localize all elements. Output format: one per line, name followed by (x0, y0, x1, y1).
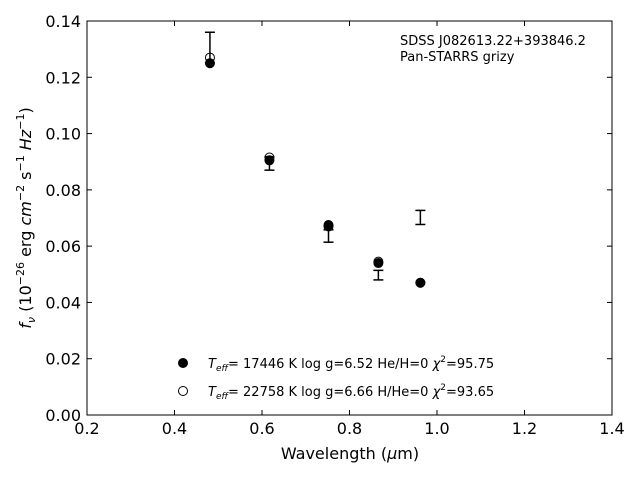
y-tick-label: 0.14 (45, 12, 81, 31)
x-tick-label: 1.0 (424, 419, 449, 438)
x-tick-label: 0.6 (249, 419, 274, 438)
y-axis: 0.00 0.02 0.04 0.06 0.08 0.10 0.12 0.14 (45, 12, 612, 425)
annotation-line-2: Pan-STARRS grizy (400, 50, 515, 65)
y-tick-label: 0.08 (45, 181, 81, 200)
x-tick-label: 1.2 (512, 419, 537, 438)
legend-marker-filled (178, 358, 188, 368)
y-tick-label: 0.10 (45, 125, 81, 144)
x-tick-label: 1.4 (599, 419, 624, 438)
legend: Teff= 17446 K log g=6.52 He/H=0 χ2=95.75… (178, 355, 494, 402)
x-tick-label: 0.2 (74, 419, 99, 438)
model-point-open (204, 52, 215, 63)
model-point-filled (204, 58, 215, 69)
x-tick-label: 0.4 (162, 419, 187, 438)
plot-frame (86, 20, 613, 416)
y-axis-label: fν (10−26 erg cm−2 s−1 Hz−1) (14, 107, 38, 328)
legend-entry-2: Teff= 22758 K log g=6.66 H/He=0 χ2=93.65 (208, 383, 494, 402)
x-tick-label: 0.8 (337, 419, 362, 438)
y-tick-label: 0.06 (45, 237, 81, 256)
y-tick-label: 0.04 (45, 293, 81, 312)
observed-errorbar (323, 229, 334, 243)
model-markers (204, 52, 426, 288)
observed-errorbar (415, 209, 426, 226)
model-point-filled (264, 155, 275, 166)
model-point-open (415, 277, 426, 288)
legend-marker-open (178, 386, 188, 396)
y-tick-label: 0.02 (45, 350, 81, 369)
model-point-open (323, 221, 334, 232)
observed-errorbar (204, 31, 215, 64)
legend-entry-1: Teff= 17446 K log g=6.52 He/H=0 χ2=95.75 (208, 355, 494, 374)
y-tick-label: 0.12 (45, 68, 81, 87)
plot-area (86, 20, 613, 416)
observed-errorbars (204, 31, 426, 281)
annotation-line-1: SDSS J082613.22+393846.2 (400, 34, 586, 49)
model-point-open (264, 152, 275, 163)
x-axis-label: Wavelength (μm) (281, 444, 419, 463)
model-point-open (373, 256, 384, 267)
y-tick-label: 0.00 (45, 406, 81, 425)
observed-errorbar (373, 269, 384, 281)
x-axis: 0.2 0.4 0.6 0.8 1.0 1.2 1.4 (74, 21, 625, 438)
